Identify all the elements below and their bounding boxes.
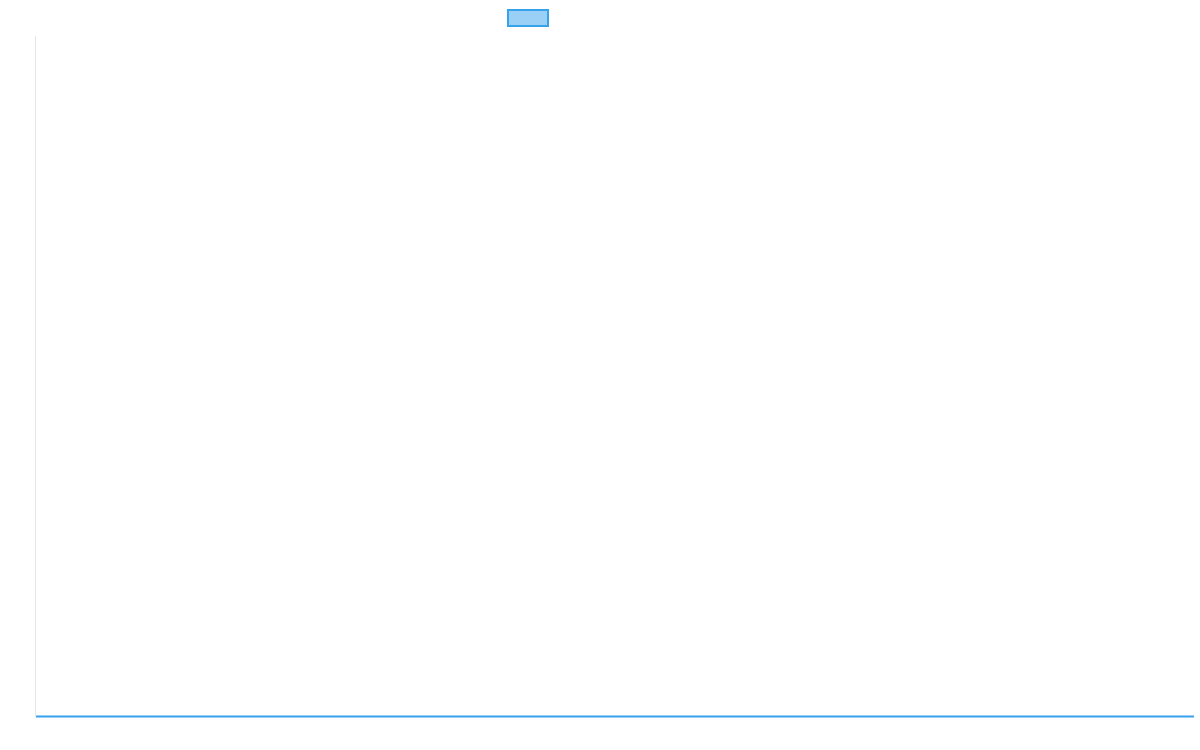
legend-swatch[interactable] xyxy=(507,9,549,27)
